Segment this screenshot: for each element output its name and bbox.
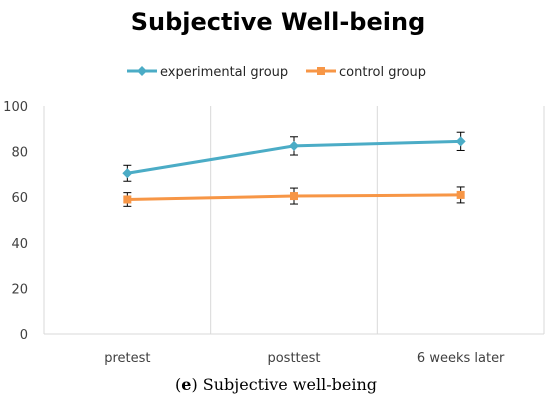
y-axis: 0 20 40 60 80 100: [3, 100, 28, 343]
y-tick-label: 40: [11, 237, 28, 252]
figure-caption: (e) Subjective well-being: [175, 375, 377, 394]
x-tick-label: pretest: [104, 351, 150, 366]
legend-label: experimental group: [160, 65, 288, 80]
data-point: [455, 136, 466, 147]
data-point: [122, 168, 133, 179]
y-tick-label: 100: [3, 100, 28, 115]
plot-area: [122, 131, 466, 207]
legend-label: control group: [339, 65, 426, 80]
caption-text: Subjective well-being: [203, 375, 377, 394]
data-point: [456, 190, 465, 199]
data-point: [123, 195, 132, 204]
y-tick-label: 0: [20, 328, 28, 343]
data-point: [289, 140, 299, 151]
legend-marker: [317, 67, 325, 75]
chart-title: Subjective Well-being: [131, 8, 426, 36]
y-tick-label: 80: [11, 146, 28, 161]
data-point: [290, 192, 298, 201]
y-tick-label: 20: [11, 282, 28, 297]
x-tick-label: posttest: [267, 351, 320, 366]
legend-marker: [137, 66, 147, 76]
x-axis: pretest posttest 6 weeks later: [104, 351, 505, 366]
caption-label: e: [181, 375, 191, 394]
x-tick-label: 6 weeks later: [417, 351, 505, 366]
y-tick-label: 60: [11, 191, 28, 206]
legend: experimental group control group: [127, 65, 426, 80]
